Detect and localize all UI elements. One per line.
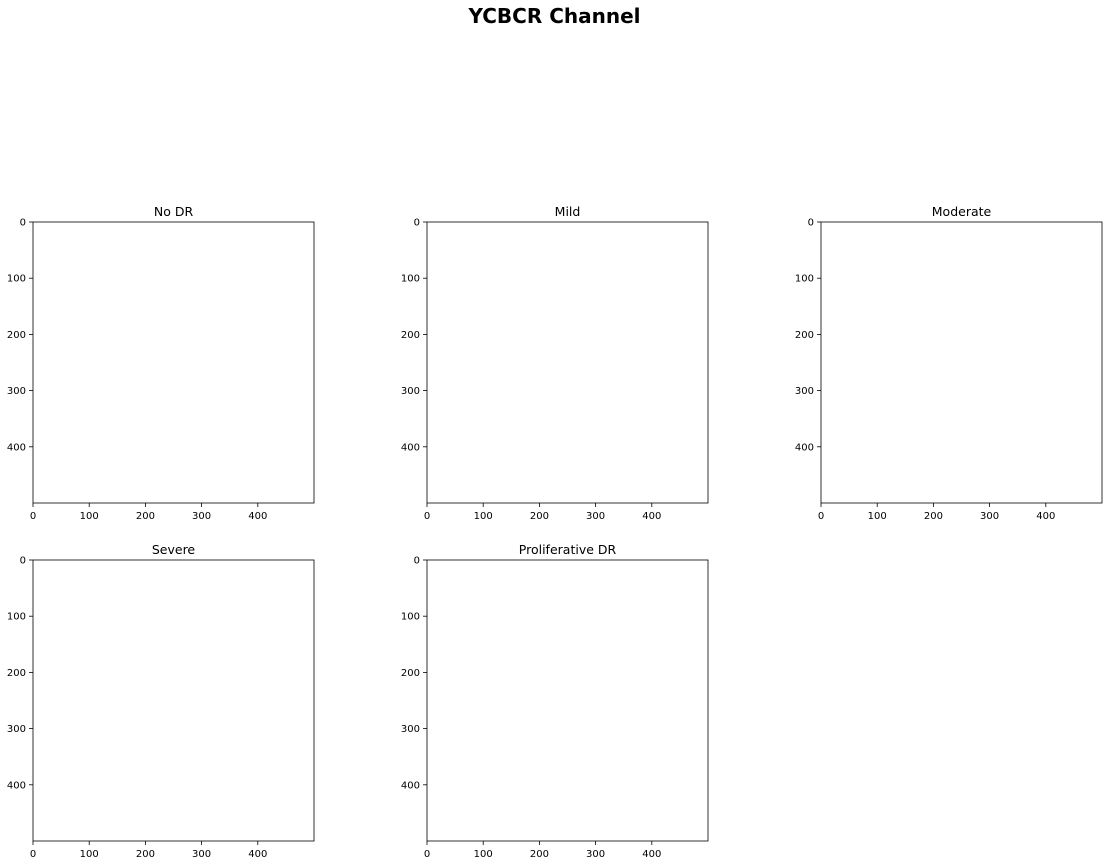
subplot-1: No DR 0 100 200 300 400 0 100 200 300 400 [7,204,315,522]
y-tick-label: 300 [401,386,420,397]
subplot-title: No DR [154,204,194,219]
y-tick-label: 300 [7,386,26,397]
y-tick-label: 400 [7,780,26,791]
x-tick-label: 300 [586,849,605,860]
x-tick-label: 400 [642,849,661,860]
subplot-title: Moderate [932,204,992,219]
y-tick-label: 200 [401,330,420,341]
y-tick-label: 0 [414,556,420,567]
subplot-title: Severe [152,542,196,557]
subplot-5: Proliferative DR 0 100 200 300 400 0 100 200 300 4… [401,542,709,860]
x-tick-label: 300 [980,511,999,522]
x-tick-label: 0 [818,511,824,522]
subplot-2: Mild 0 100 200 300 400 0 100 200 300 400 [401,204,709,522]
x-tick-label: 400 [248,511,267,522]
x-tick-label: 300 [586,511,605,522]
y-tick-label: 200 [7,330,26,341]
plot-area [426,221,709,504]
subplot-4: Severe 0 100 200 300 400 0 100 200 300 400 [7,542,315,860]
x-tick-label: 0 [424,849,430,860]
x-tick-label: 200 [136,849,155,860]
y-tick-label: 400 [7,442,26,453]
y-tick-label: 100 [401,612,420,623]
y-tick-label: 300 [401,724,420,735]
x-tick-label: 100 [474,511,493,522]
plot-area [32,559,315,842]
figure-title: YCBCR Channel [468,4,641,28]
y-tick-label: 400 [795,442,814,453]
y-tick-label: 0 [20,218,26,229]
subplot-title: Proliferative DR [519,542,617,557]
x-tick-label: 300 [192,849,211,860]
x-tick-label: 200 [136,511,155,522]
y-tick-label: 400 [401,442,420,453]
y-tick-label: 0 [414,218,420,229]
plot-area [32,221,315,504]
y-tick-label: 200 [7,668,26,679]
subplot-title: Mild [555,204,581,219]
x-tick-label: 100 [868,511,887,522]
plot-area [426,559,709,842]
x-tick-label: 100 [474,849,493,860]
y-tick-label: 300 [7,724,26,735]
subplot-3: Moderate 0 100 200 300 400 0 100 200 300 400 [795,204,1103,522]
x-tick-label: 200 [530,511,549,522]
x-tick-label: 0 [424,511,430,522]
x-tick-label: 200 [924,511,943,522]
x-tick-label: 100 [80,511,99,522]
x-tick-label: 100 [80,849,99,860]
x-tick-label: 400 [248,849,267,860]
x-tick-label: 0 [30,849,36,860]
x-tick-label: 300 [192,511,211,522]
y-tick-label: 100 [795,274,814,285]
y-tick-label: 200 [401,668,420,679]
y-tick-label: 100 [401,274,420,285]
x-tick-label: 0 [30,511,36,522]
x-tick-label: 400 [642,511,661,522]
y-tick-label: 0 [808,218,814,229]
x-tick-label: 200 [530,849,549,860]
y-tick-label: 400 [401,780,420,791]
y-tick-label: 0 [20,556,26,567]
y-tick-label: 100 [7,274,26,285]
x-tick-label: 400 [1036,511,1055,522]
plot-area [820,221,1103,504]
y-tick-label: 100 [7,612,26,623]
y-tick-label: 200 [795,330,814,341]
y-tick-label: 300 [795,386,814,397]
